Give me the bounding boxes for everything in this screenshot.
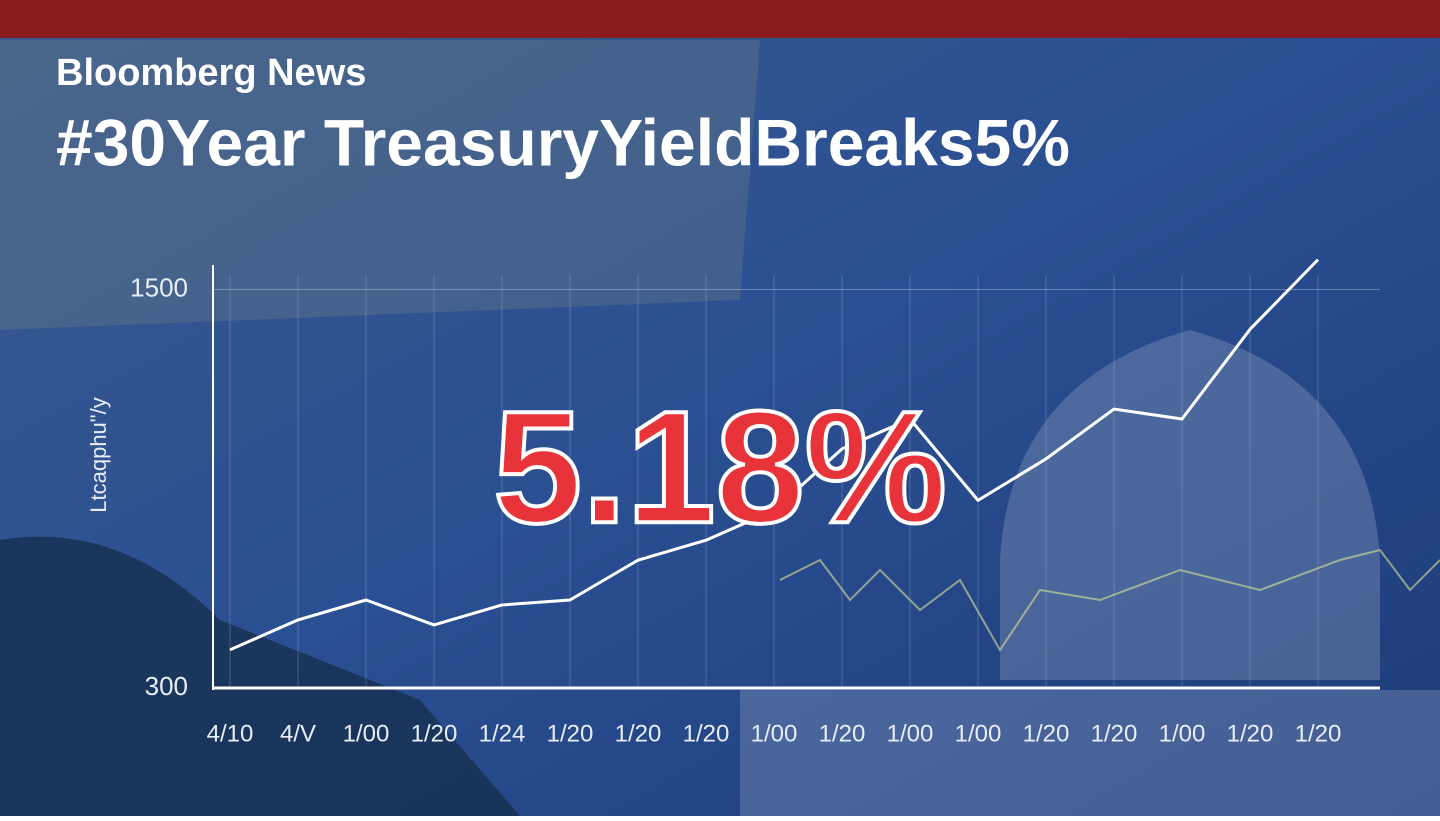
- building: [740, 690, 1440, 816]
- y-tick-label: 1500: [130, 272, 188, 302]
- x-tick-label: 4/V: [280, 720, 316, 747]
- capitol: [1000, 330, 1380, 680]
- x-tick-label: 1/20: [615, 720, 662, 747]
- x-tick-label: 1/00: [751, 720, 798, 747]
- x-tick-label: 1/00: [955, 720, 1002, 747]
- x-tick-label: 1/20: [1023, 720, 1070, 747]
- x-tick-label: 1/20: [1227, 720, 1274, 747]
- x-tick-label: 1/24: [479, 720, 526, 747]
- highlight: 5.18%: [493, 377, 947, 556]
- x-tick-label: 1/20: [683, 720, 730, 747]
- plot: 300 1500 4/10 4/V 1/00 1/20 1/24 1/20 1/20 1/20 1/…: [130, 258, 1380, 747]
- background-line: [779, 548, 1440, 652]
- x-tick-label: 1/00: [887, 720, 934, 747]
- y-tick-label: 300: [145, 671, 188, 701]
- x-tick-label: 1/00: [1159, 720, 1206, 747]
- banknote: [0, 40, 760, 330]
- data-line: [229, 258, 1320, 652]
- y-axis-label: Ltcaqphu"/y: [86, 397, 111, 512]
- x-tick-label: 1/20: [411, 720, 458, 747]
- x-tick-label: 4/10: [207, 720, 254, 747]
- x-tick-label: 1/20: [547, 720, 594, 747]
- x-tick-label: 1/20: [1295, 720, 1342, 747]
- title: #30Year TreasuryYieldBreaks5%: [56, 105, 1070, 179]
- top-bar: [0, 0, 1440, 38]
- x-tick-label: 1/20: [819, 720, 866, 747]
- x-tick-label: 1/20: [1091, 720, 1138, 747]
- source: Bloomberg News: [56, 52, 366, 94]
- x-tick-label: 1/00: [343, 720, 390, 747]
- trees: [0, 536, 520, 816]
